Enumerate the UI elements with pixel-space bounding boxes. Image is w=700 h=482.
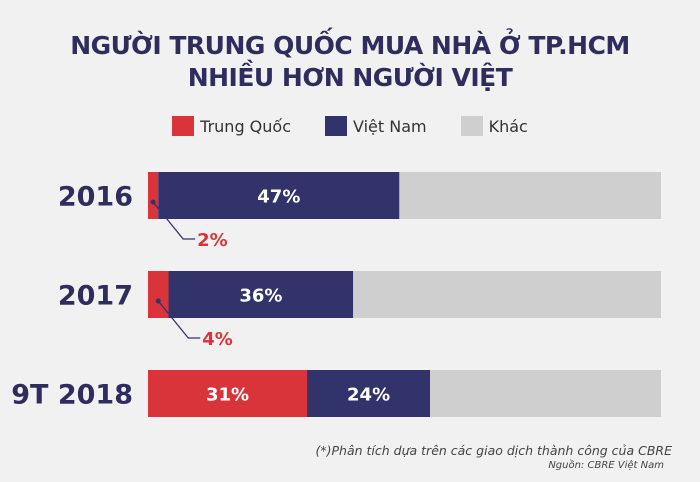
bar-segment [148, 172, 159, 219]
bar-segment [148, 370, 308, 417]
category-label: 2017 [58, 281, 133, 312]
title-line-1: NGƯỜI TRUNG QUỐC MUA NHÀ Ở TP.HCM [70, 31, 630, 60]
data-label: 2% [197, 230, 228, 251]
data-label: 4% [202, 329, 233, 350]
bar-segment [399, 172, 661, 219]
footnote: (*)Phân tích dựa trên các giao dịch thàn… [315, 443, 673, 458]
source: Nguồn: CBRE Việt Nam [548, 460, 664, 471]
bar-segment [168, 271, 354, 318]
data-label: 31% [206, 385, 249, 406]
legend-swatch [325, 116, 347, 136]
bar-segment [158, 172, 400, 219]
data-label: 24% [347, 385, 390, 406]
callout-line [157, 300, 201, 339]
title-line-2: NHIỀU HƠN NGƯỜI VIỆT [187, 63, 513, 92]
data-label: 47% [257, 187, 300, 208]
legend: Trung Quốc Việt Nam Khác [0, 116, 700, 136]
category-label: 2016 [58, 182, 133, 213]
bar-segment [148, 271, 169, 318]
bar-segment [430, 370, 661, 417]
legend-item-trung-quoc: Trung Quốc [172, 116, 291, 136]
legend-swatch [460, 116, 483, 136]
legend-item-khac: Khác [460, 116, 528, 136]
chart-title: NGƯỜI TRUNG QUỐC MUA NHÀ Ở TP.HCM NHIỀU … [0, 30, 700, 94]
bar-segment [307, 370, 431, 417]
data-label: 36% [239, 286, 282, 307]
legend-item-viet-nam: Việt Nam [325, 116, 427, 136]
legend-swatch [172, 116, 195, 136]
bar-segment [353, 271, 661, 318]
category-label: 9T 2018 [11, 380, 133, 411]
